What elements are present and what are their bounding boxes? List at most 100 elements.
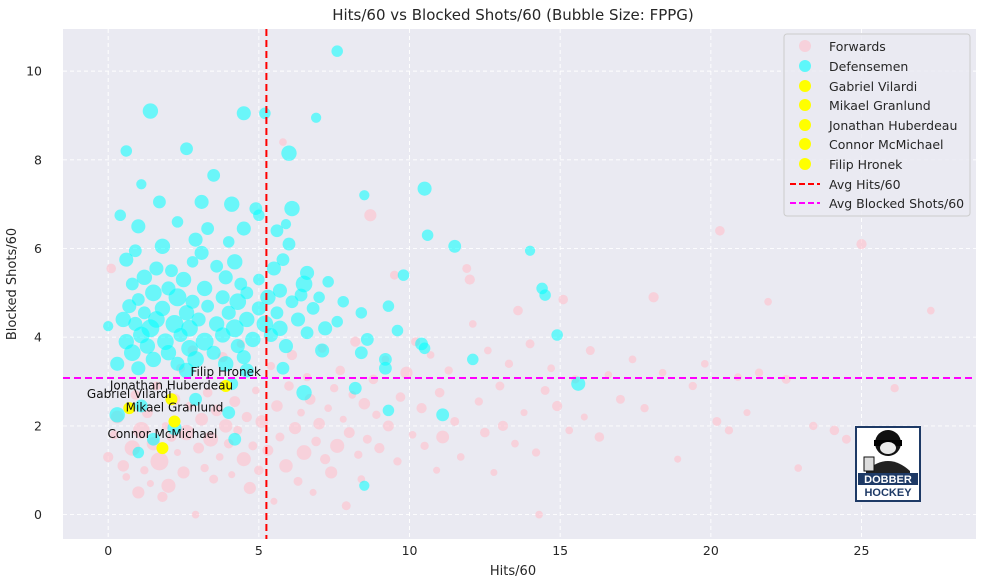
defenseman-point xyxy=(153,195,166,209)
defenseman-point xyxy=(165,264,178,278)
defenseman-point xyxy=(397,269,410,281)
defenseman-point xyxy=(285,295,299,309)
defenseman-point xyxy=(276,253,290,267)
defenseman-point xyxy=(421,229,434,241)
defenseman-point xyxy=(331,45,343,57)
forward-point xyxy=(497,420,509,432)
forward-point xyxy=(202,387,213,398)
defenseman-point xyxy=(137,306,151,320)
defenseman-point xyxy=(103,321,114,332)
forward-point xyxy=(293,476,303,486)
defenseman-point xyxy=(168,288,187,307)
defenseman-point xyxy=(278,339,294,354)
forward-point xyxy=(270,497,278,505)
reference-lines xyxy=(63,29,976,539)
forward-point xyxy=(279,459,293,473)
defenseman-point xyxy=(322,276,334,288)
forward-point xyxy=(248,441,258,451)
defenseman-point xyxy=(236,106,251,121)
forward-point xyxy=(688,381,697,391)
dobber-hockey-logo: DOBBER HOCKEY xyxy=(855,426,921,502)
forward-point xyxy=(255,415,269,428)
forward-point xyxy=(724,426,734,435)
x-tick-label: 10 xyxy=(402,543,418,558)
defenseman-point xyxy=(175,271,192,288)
defenseman-point xyxy=(142,103,159,119)
defenseman-point xyxy=(359,480,370,491)
defenseman-point xyxy=(171,216,184,228)
defenseman-point xyxy=(114,209,127,222)
defenseman-point xyxy=(300,326,314,340)
defenseman-point xyxy=(230,339,245,354)
forward-point xyxy=(535,510,543,519)
forward-point xyxy=(389,270,399,280)
forward-point xyxy=(540,385,550,395)
forward-point xyxy=(218,419,233,433)
defenseman-point xyxy=(253,273,265,286)
defenseman-point xyxy=(284,200,300,217)
defenseman-point xyxy=(417,181,432,196)
defenseman-point xyxy=(313,291,325,304)
defenseman-point xyxy=(229,293,247,311)
legend-label-defensemen: Defensemen xyxy=(829,59,908,74)
defenseman-point xyxy=(154,238,171,254)
defenseman-point xyxy=(354,346,368,360)
forward-point xyxy=(648,292,659,303)
defenseman-point xyxy=(260,289,276,305)
forward-point xyxy=(926,306,935,315)
forward-point xyxy=(210,404,223,417)
legend-marker-gabriel-vilardi xyxy=(799,80,811,92)
forward-point xyxy=(400,366,413,379)
legend-marker-filip-hronek xyxy=(799,158,811,170)
forward-point xyxy=(133,422,150,439)
forward-point xyxy=(140,466,149,475)
defenseman-point xyxy=(123,344,141,362)
x-axis-label: Hits/60 xyxy=(490,564,536,579)
defenseman-point xyxy=(239,363,254,378)
defenseman-point xyxy=(310,112,322,123)
legend-marker-defensemen xyxy=(799,60,811,72)
forward-point xyxy=(372,410,381,419)
forward-point xyxy=(433,466,441,474)
defenseman-point xyxy=(185,294,200,309)
x-tick-label: 15 xyxy=(552,543,568,558)
legend-label-avg-blocked: Avg Blocked Shots/60 xyxy=(829,196,964,211)
forward-point xyxy=(173,449,182,457)
forward-point xyxy=(715,225,725,236)
defenseman-point xyxy=(337,295,349,308)
defenseman-point xyxy=(359,190,370,201)
defenseman-point xyxy=(206,345,221,360)
legend-label-forwards: Forwards xyxy=(829,39,886,54)
forward-point xyxy=(700,359,709,368)
defenseman-point xyxy=(221,305,236,320)
defenseman-point xyxy=(551,329,563,341)
forward-point xyxy=(468,320,477,328)
highlighted-player-point xyxy=(156,442,169,455)
defenseman-point xyxy=(236,350,251,365)
defenseman-point xyxy=(436,408,450,422)
defenseman-point xyxy=(160,345,177,361)
forward-point xyxy=(615,394,625,404)
defenseman-point xyxy=(228,432,242,446)
forward-point xyxy=(764,297,772,306)
defenseman-point xyxy=(196,280,213,297)
forward-point xyxy=(341,501,351,511)
defenseman-point xyxy=(215,327,231,343)
annotation-label: Filip Hronek xyxy=(190,365,260,379)
forward-point xyxy=(236,452,251,467)
defenseman-point xyxy=(115,311,131,328)
series-defensemen xyxy=(103,45,586,491)
forward-point xyxy=(511,439,519,448)
defenseman-point xyxy=(391,324,404,337)
defenseman-point xyxy=(180,142,193,156)
forward-point xyxy=(275,432,285,442)
defenseman-point xyxy=(149,261,164,276)
defenseman-point xyxy=(281,145,297,161)
defenseman-point xyxy=(236,221,251,236)
forward-point xyxy=(178,424,195,441)
defenseman-point xyxy=(122,299,137,314)
forward-point xyxy=(311,436,321,447)
forward-point xyxy=(161,478,176,493)
dobber-mascot-icon xyxy=(863,430,910,473)
forward-point xyxy=(243,481,256,495)
